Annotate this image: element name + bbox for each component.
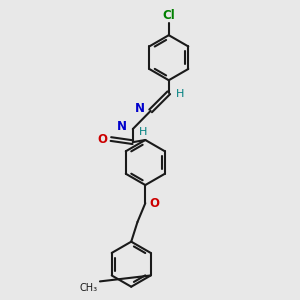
Text: N: N: [135, 102, 145, 115]
Text: CH₃: CH₃: [79, 283, 98, 293]
Text: H: H: [138, 127, 147, 136]
Text: N: N: [117, 120, 127, 133]
Text: O: O: [97, 133, 107, 146]
Text: H: H: [176, 89, 184, 99]
Text: O: O: [149, 197, 159, 210]
Text: Cl: Cl: [162, 9, 175, 22]
